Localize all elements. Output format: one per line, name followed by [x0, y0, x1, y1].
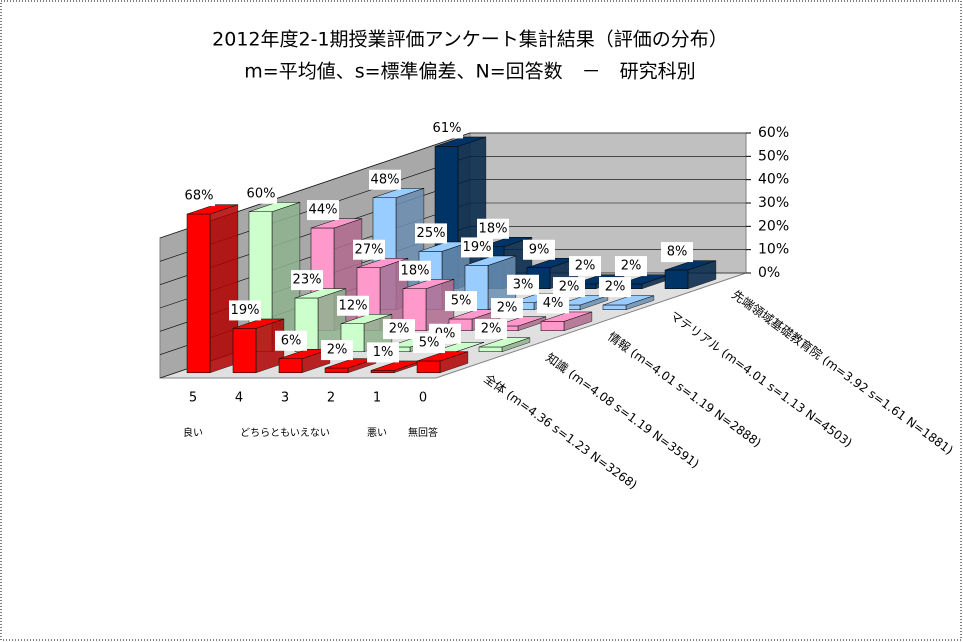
x-tick-label: 4 — [235, 391, 243, 406]
data-label: 60% — [247, 186, 276, 201]
data-label: 2% — [481, 322, 502, 337]
data-label: 44% — [309, 203, 338, 218]
data-label: 61% — [433, 121, 462, 136]
data-label: 2% — [497, 301, 518, 316]
bar-front — [602, 304, 627, 311]
data-label: 5% — [451, 294, 472, 309]
data-label-box — [537, 293, 569, 314]
bar-front — [664, 269, 689, 290]
data-label-box — [461, 237, 493, 258]
data-label-box — [183, 186, 215, 207]
data-label: 3% — [513, 277, 534, 292]
x-tick-description: 悪い — [367, 427, 387, 439]
y-tick-label: 0% — [758, 265, 780, 281]
data-label-box — [383, 319, 415, 340]
data-label-box — [367, 342, 399, 363]
x-tick-label: 0 — [419, 391, 427, 406]
data-label-box — [569, 256, 601, 277]
x-tick-label: 1 — [373, 391, 381, 406]
x-tick-description: 無回答 — [408, 426, 438, 439]
data-label: 4% — [543, 296, 564, 311]
bar-front — [370, 370, 395, 373]
data-label-box — [413, 333, 445, 354]
bar — [294, 288, 347, 353]
data-label-box — [523, 239, 555, 260]
data-label-box — [475, 319, 507, 340]
data-label-box — [307, 200, 339, 221]
y-tick-label: 10% — [758, 242, 789, 258]
data-label-box — [245, 183, 277, 204]
bar — [464, 255, 517, 311]
bar-front — [540, 321, 565, 331]
data-label-box — [445, 291, 477, 312]
data-label-box — [431, 118, 463, 139]
data-label-box — [399, 260, 431, 281]
data-label-box — [337, 295, 369, 316]
data-label-box — [229, 300, 261, 321]
data-label: 68% — [185, 189, 214, 204]
data-label: 1% — [373, 345, 394, 360]
bar-front — [416, 360, 441, 374]
bar — [416, 351, 469, 374]
data-label-box — [491, 298, 523, 319]
x-tick-label: 2 — [327, 391, 335, 406]
data-label: 27% — [355, 242, 384, 257]
data-label: 23% — [293, 273, 322, 288]
y-tick-label: 30% — [758, 195, 789, 211]
bar-front — [232, 328, 257, 373]
bar-front — [186, 213, 211, 373]
bar-front — [278, 358, 303, 373]
data-label-box — [291, 270, 323, 291]
data-label: 5% — [419, 336, 440, 351]
data-label: 8% — [667, 245, 688, 260]
bar — [664, 260, 717, 290]
bar — [370, 360, 423, 374]
chart-subtitle: m=平均値、s=標準偏差、N=回答数 － 研究科別 — [244, 61, 695, 83]
data-label-box — [661, 242, 693, 263]
y-tick-label: 40% — [758, 172, 789, 188]
data-label: 2% — [327, 343, 348, 358]
bar-front — [324, 367, 349, 374]
data-label-box — [275, 330, 307, 351]
data-label: 2% — [389, 322, 410, 337]
x-tick-description: どちらともいえない — [240, 427, 330, 439]
data-label-box — [599, 277, 631, 298]
data-label: 12% — [339, 298, 368, 313]
data-label-box — [477, 218, 509, 239]
data-label: 2% — [575, 259, 596, 274]
data-label: 19% — [231, 303, 260, 318]
bar-front — [478, 346, 503, 353]
chart-title: 2012年度2-1期授業評価アンケート集計結果（評価の分布） — [212, 29, 728, 51]
bar — [278, 348, 331, 374]
data-label: 19% — [463, 240, 492, 255]
data-label: 2% — [605, 280, 626, 295]
data-label: 9% — [529, 242, 550, 257]
x-tick-label: 3 — [281, 391, 289, 406]
bar — [540, 311, 593, 332]
data-label: 2% — [621, 259, 642, 274]
y-tick-label: 20% — [758, 218, 789, 234]
data-label: 18% — [401, 263, 430, 278]
data-label: 6% — [281, 333, 302, 348]
data-label: 25% — [417, 226, 446, 241]
data-label-box — [369, 169, 401, 190]
bar — [186, 204, 239, 374]
data-label-box — [415, 223, 447, 244]
data-label-box — [553, 277, 585, 298]
data-label-box — [507, 274, 539, 295]
data-label: 48% — [371, 172, 400, 187]
y-tick-label: 60% — [758, 125, 789, 141]
data-label-box — [615, 256, 647, 277]
y-tick-label: 50% — [758, 148, 789, 164]
x-tick-label: 5 — [189, 391, 197, 406]
data-label: 18% — [479, 221, 508, 236]
bar — [602, 295, 655, 311]
data-label-box — [321, 340, 353, 361]
data-label-box — [353, 239, 385, 260]
bar — [478, 337, 531, 353]
data-label: 2% — [559, 280, 580, 295]
x-tick-description: 良い — [183, 426, 203, 439]
